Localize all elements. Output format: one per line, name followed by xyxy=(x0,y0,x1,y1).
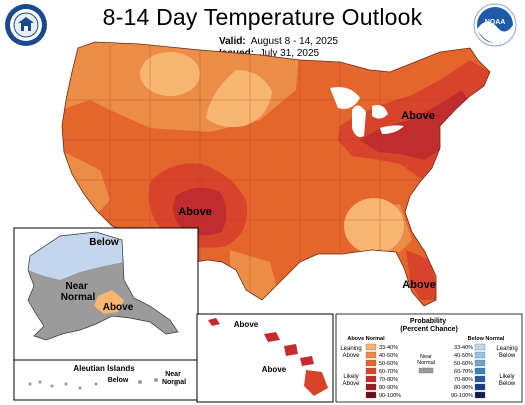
lake-erie xyxy=(380,125,404,134)
legend-above-label-2: 50-60% xyxy=(379,361,398,367)
legend-below-swatch-6 xyxy=(474,391,486,399)
hawaii-label-above-1: Above xyxy=(234,320,259,329)
legend-leaning-below: Leaning Below xyxy=(496,346,517,359)
alaska-near-line2: Normal xyxy=(61,292,96,303)
legend-above-swatch-5 xyxy=(365,383,377,391)
hawaii-inset: Above Above xyxy=(196,313,334,403)
noaa-logo-icon: NOAA xyxy=(473,3,517,47)
valid-dates: August 8 - 14, 2025 xyxy=(250,36,338,47)
lake-huron xyxy=(372,105,388,119)
lake-superior xyxy=(330,87,360,109)
legend-likely-above: Likely Above xyxy=(342,374,360,387)
aleutian-title: Aleutian Islands xyxy=(73,364,135,373)
issued-date: July 31, 2025 xyxy=(259,48,320,59)
legend-below-label-5: 80-90% xyxy=(454,385,473,391)
leaning-above-northern-plains xyxy=(206,70,272,127)
legend-above-label-3: 60-70% xyxy=(379,369,398,375)
legend-above-swatch-1 xyxy=(365,351,377,359)
legend-above-label-0: 33-40% xyxy=(379,345,398,351)
legend-above-swatch-0 xyxy=(365,343,377,351)
leaning-above-northern-rockies xyxy=(140,52,200,96)
alaska-near-line1: Near xyxy=(65,281,87,292)
label-above-northeast: Above xyxy=(401,110,435,122)
legend: Probability (Percent Chance) Above Norma… xyxy=(335,313,523,403)
label-above-florida: Above xyxy=(402,279,436,291)
legend-above-label-6: 90-100% xyxy=(379,393,401,399)
alaska-inset: Below Near Normal Above xyxy=(13,227,199,361)
legend-below-swatch-3 xyxy=(474,367,486,375)
legend-above-label-1: 40-50% xyxy=(379,353,398,359)
alaska-label-below: Below xyxy=(89,237,119,248)
legend-below-bins: 33-40% 40-50% 50-60% 60-70% 70-80% 80-90% 90-1… xyxy=(451,343,486,399)
commerce-seal-icon xyxy=(4,3,48,47)
legend-below-swatch-1 xyxy=(474,351,486,359)
aleutian-label-near-normal: Near Normal xyxy=(162,371,186,386)
legend-below-swatch-4 xyxy=(474,375,486,383)
likely-above-florida xyxy=(406,250,440,300)
aleutian-label-below: Below xyxy=(108,377,129,384)
alaska-label-above: Above xyxy=(103,302,134,313)
legend-below-label-0: 33-40% xyxy=(454,345,473,351)
legend-below-label-1: 40-50% xyxy=(454,353,473,359)
map-title: 8-14 Day Temperature Outlook xyxy=(102,4,423,30)
legend-above-swatch-2 xyxy=(365,359,377,367)
valid-line: Valid: August 8 - 14, 2025 xyxy=(219,36,338,47)
legend-above-label-4: 70-80% xyxy=(379,377,398,383)
legend-below-label-6: 90-100% xyxy=(451,393,473,399)
noaa-logo-text: NOAA xyxy=(485,19,506,26)
legend-above-swatch-3 xyxy=(365,367,377,375)
legend-above-swatch-6 xyxy=(365,391,377,399)
label-above-southwest: Above xyxy=(178,206,212,218)
alaska-leaning-above xyxy=(94,290,124,314)
legend-swatch-near-normal xyxy=(418,367,434,374)
legend-below-label-3: 60-70% xyxy=(454,369,473,375)
legend-below-label-4: 70-80% xyxy=(454,377,473,383)
hawaii-label-above-2: Above xyxy=(262,365,287,374)
legend-above-header: Above Normal xyxy=(347,336,385,342)
legend-title: Probability (Percent Chance) xyxy=(400,318,458,333)
legend-leaning-above: Leaning Above xyxy=(340,346,361,359)
alaska-leaning-below xyxy=(28,232,124,280)
legend-below-swatch-5 xyxy=(474,383,486,391)
alaska-label-near-normal: Near Normal xyxy=(61,281,96,303)
legend-above-bins: 33-40% 40-50% 50-60% 60-70% 70-80% 80-90% 90-1… xyxy=(365,343,401,399)
aleutian-inset: Aleutian Islands Below Near Normal xyxy=(13,359,199,401)
legend-below-swatch-2 xyxy=(474,359,486,367)
valid-label: Valid: xyxy=(219,36,246,47)
lake-michigan xyxy=(352,105,366,137)
legend-likely-below: Likely Below xyxy=(499,374,516,387)
legend-below-header: Below Normal xyxy=(468,336,505,342)
legend-above-swatch-4 xyxy=(365,375,377,383)
legend-below-swatch-0 xyxy=(474,343,486,351)
legend-near-normal: Near Normal xyxy=(417,354,435,366)
legend-below-label-2: 50-60% xyxy=(454,361,473,367)
leaning-above-southeast xyxy=(344,198,404,254)
legend-above-label-5: 80-90% xyxy=(379,385,398,391)
